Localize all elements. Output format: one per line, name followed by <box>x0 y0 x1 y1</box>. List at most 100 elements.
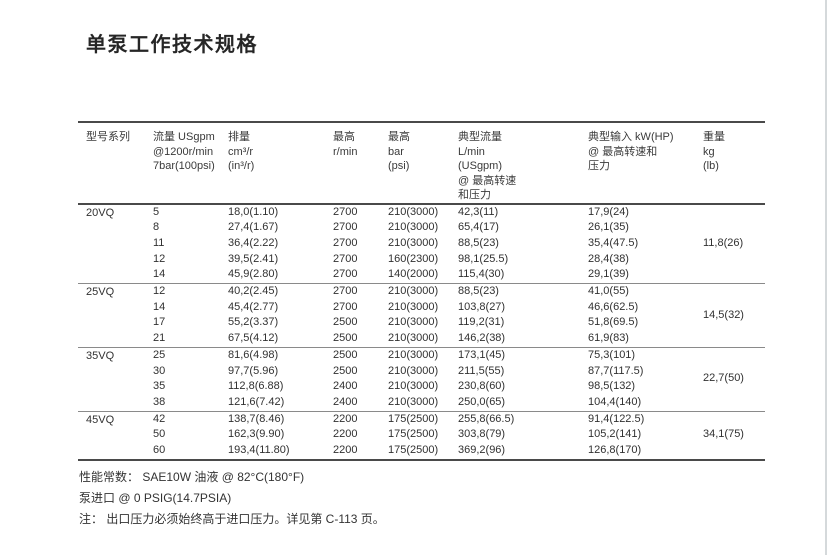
note-pump-inlet: 泵进口 @ 0 PSIG(14.7PSIA) <box>79 491 232 505</box>
cell: 26,1(35) <box>588 221 629 234</box>
section-35vq: 35VQ 25 81,6(4.98) 2500 210(3000) 173,1(45) 75… <box>78 347 765 411</box>
cell: 65,4(17) <box>458 221 499 234</box>
cell: 51,8(69.5) <box>588 316 639 329</box>
column-header-weight: 重量 kg (lb) <box>703 131 725 172</box>
cell: 55,2(3.37) <box>228 316 279 329</box>
cell: 5 <box>153 205 160 218</box>
cell: 126,8(170) <box>588 444 642 457</box>
cell: 210(3000) <box>388 205 439 218</box>
cell: 75,3(101) <box>588 348 636 361</box>
spec-table: 型号系列 流量 USgpm @1200r/min 7bar(100psi) 排量 c… <box>78 121 765 461</box>
model-cell: 45VQ <box>86 413 115 426</box>
table-row: 11 36,4(2.22) 2700 210(3000) 88,5(23) 35,4(47… <box>78 236 765 252</box>
cell: 45,4(2.77) <box>228 300 279 313</box>
cell: 45,9(2.80) <box>228 268 279 281</box>
column-header-displacement: 排量 cm³/r (in³/r) <box>228 131 255 172</box>
cell: 2500 <box>333 364 358 377</box>
cell: 39,5(2.41) <box>228 252 279 265</box>
table-row: 21 67,5(4.12) 2500 210(3000) 146,2(38) 61,9(8… <box>78 331 765 347</box>
table-row: 14 45,4(2.77) 2700 210(3000) 103,8(27) 46,6(6… <box>78 300 765 316</box>
table-header: 型号系列 流量 USgpm @1200r/min 7bar(100psi) 排量 c… <box>78 122 765 204</box>
cell: 210(3000) <box>388 236 439 249</box>
cell: 2200 <box>333 428 358 441</box>
cell: 98,5(132) <box>588 380 636 393</box>
table-row: 17 55,2(3.37) 2500 210(3000) 119,2(31) 51,8(6… <box>78 315 765 331</box>
cell: 105,2(141) <box>588 428 642 441</box>
cell: 35,4(47.5) <box>588 236 639 249</box>
table-row: 35 112,8(6.88) 2400 210(3000) 230,8(60) 98,5(… <box>78 379 765 395</box>
cell: 303,8(79) <box>458 428 506 441</box>
cell: 42 <box>153 412 166 425</box>
cell: 210(3000) <box>388 221 439 234</box>
cell: 255,8(66.5) <box>458 412 515 425</box>
weight-cell: 34,1(75) <box>703 428 744 441</box>
cell: 25 <box>153 348 166 361</box>
cell: 2700 <box>333 221 358 234</box>
column-header-max-speed: 最高 r/min <box>333 131 358 158</box>
cell: 87,7(117.5) <box>588 364 644 377</box>
cell: 103,8(27) <box>458 300 506 313</box>
cell: 250,0(65) <box>458 395 506 408</box>
header-row: 型号系列 流量 USgpm @1200r/min 7bar(100psi) 排量 c… <box>78 122 765 204</box>
cell: 8 <box>153 221 160 234</box>
section-45vq: 45VQ 42 138,7(8.46) 2200 175(2500) 255,8(66.5… <box>78 411 765 460</box>
cell: 2200 <box>333 444 358 457</box>
column-header-model: 型号系列 <box>86 131 130 143</box>
cell: 2700 <box>333 252 358 265</box>
table-row: 38 121,6(7.42) 2400 210(3000) 250,0(65) 104,4… <box>78 395 765 411</box>
model-cell: 35VQ <box>86 349 115 362</box>
page-title: 单泵工作技术规格 <box>86 34 258 56</box>
cell: 210(3000) <box>388 395 439 408</box>
table-row: 45VQ 42 138,7(8.46) 2200 175(2500) 255,8(66.5… <box>78 411 765 441</box>
cell: 2400 <box>333 395 358 408</box>
cell: 210(3000) <box>388 316 439 329</box>
cell: 50 <box>153 428 166 441</box>
cell: 97,7(5.96) <box>228 364 279 377</box>
cell: 35 <box>153 380 166 393</box>
model-cell: 25VQ <box>86 286 115 299</box>
cell: 88,5(23) <box>458 285 499 298</box>
page-right-edge <box>825 0 827 555</box>
cell: 210(3000) <box>388 300 439 313</box>
cell: 193,4(11.80) <box>228 444 290 457</box>
cell: 2700 <box>333 285 358 298</box>
cell: 175(2500) <box>388 444 439 457</box>
cell: 2700 <box>333 236 358 249</box>
weight-cell: 14,5(32) <box>703 308 744 321</box>
cell: 81,6(4.98) <box>228 348 279 361</box>
table-row: 60 193,4(11.80) 2200 175(2500) 369,2(96) 126,… <box>78 443 765 460</box>
cell: 2400 <box>333 380 358 393</box>
cell: 2500 <box>333 332 358 345</box>
cell: 2700 <box>333 205 358 218</box>
cell: 210(3000) <box>388 364 439 377</box>
cell: 175(2500) <box>388 428 439 441</box>
cell: 61,9(83) <box>588 332 629 345</box>
cell: 119,2(31) <box>458 316 505 329</box>
cell: 12 <box>153 252 166 265</box>
cell: 14 <box>153 268 166 281</box>
column-header-flow: 流量 USgpm @1200r/min 7bar(100psi) <box>153 131 215 172</box>
table-row: 12 39,5(2.41) 2700 160(2300) 98,1(25.5) 28,4(… <box>78 252 765 268</box>
table-row: 20VQ 5 18,0(1.10) 2700 210(3000) 42,3(11) 17,9… <box>78 204 765 249</box>
cell: 211,5(55) <box>458 364 505 377</box>
cell: 14 <box>153 300 166 313</box>
column-header-typical-input: 典型输入 kW(HP) @ 最高转速和 压力 <box>588 131 674 172</box>
weight-cell: 22,7(50) <box>703 372 744 385</box>
cell: 162,3(9.90) <box>228 428 285 441</box>
cell: 18,0(1.10) <box>228 205 279 218</box>
cell: 29,1(39) <box>588 268 629 281</box>
cell: 2700 <box>333 268 358 281</box>
cell: 98,1(25.5) <box>458 252 509 265</box>
cell: 40,2(2.45) <box>228 285 279 298</box>
cell: 2200 <box>333 412 358 425</box>
cell: 12 <box>153 285 166 298</box>
cell: 2500 <box>333 348 358 361</box>
section-25vq: 25VQ 12 40,2(2.45) 2700 210(3000) 88,5(23) 41,… <box>78 283 765 348</box>
cell: 30 <box>153 364 166 377</box>
cell: 91,4(122.5) <box>588 412 645 425</box>
cell: 369,2(96) <box>458 444 506 457</box>
cell: 17,9(24) <box>588 205 629 218</box>
cell: 112,8(6.88) <box>228 380 284 393</box>
cell: 146,2(38) <box>458 332 506 345</box>
cell: 2500 <box>333 316 358 329</box>
